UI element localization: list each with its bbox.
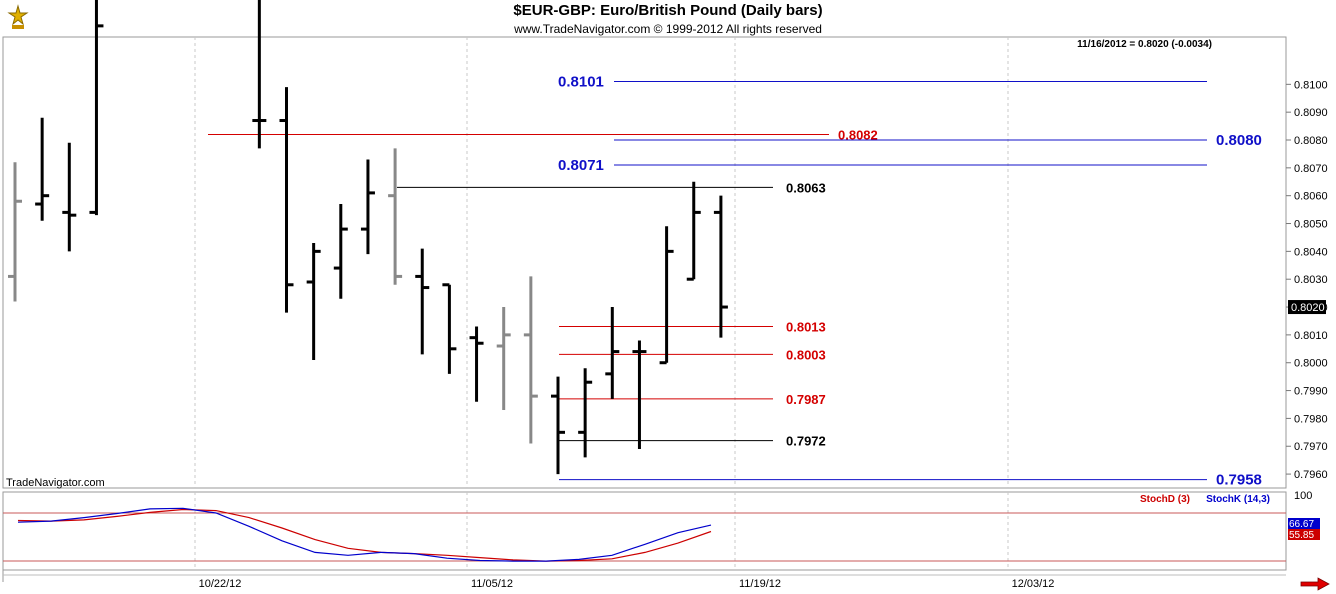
level-label: 0.7972	[786, 434, 826, 449]
ohlc-bar	[252, 0, 267, 149]
ohlc-bar	[279, 87, 294, 313]
y-tick-label: 0.8000	[1294, 358, 1328, 370]
ohlc-bar	[469, 326, 484, 402]
y-tick-label: 0.8090	[1294, 107, 1328, 119]
level-label: 0.8080	[1216, 132, 1262, 149]
last-price-marker	[1288, 300, 1326, 315]
ohlc-bar	[605, 307, 620, 399]
ohlc-bar	[523, 276, 538, 444]
ohlc-bar	[388, 148, 403, 285]
ohlc-bar	[89, 0, 104, 216]
y-tick-label: 0.7990	[1294, 386, 1328, 398]
y-tick-label: 0.8050	[1294, 219, 1328, 231]
stoch-d-line	[17, 508, 712, 562]
x-tick-label: 11/05/12	[471, 578, 513, 590]
ohlc-bar	[632, 340, 647, 450]
chart-title: $EUR-GBP: Euro/British Pound (Daily bars…	[513, 2, 823, 19]
ohlc-bar	[713, 195, 728, 338]
copyright-text: www.TradeNavigator.com © 1999-2012 All r…	[514, 22, 822, 36]
ohlc-bar	[415, 248, 430, 355]
stoch-d-value-tag	[1288, 529, 1320, 540]
x-tick-label: 11/19/12	[739, 578, 781, 590]
ohlc-bar	[360, 159, 375, 255]
x-tick-label: 10/22/12	[199, 578, 242, 590]
y-tick-label: 0.7970	[1294, 441, 1328, 453]
stoch-d-value: 55.85	[1289, 530, 1314, 541]
stochastic-pane-frame	[2, 491, 1287, 571]
y-tick-label: 0.8030	[1294, 274, 1328, 286]
last-close-info: 11/16/2012 = 0.8020 (-0.0034)	[1077, 39, 1212, 50]
level-label: 0.8082	[838, 127, 878, 142]
ohlc-bar	[306, 243, 321, 360]
ohlc-bar	[551, 376, 565, 475]
y-tick-label: 0.8070	[1294, 163, 1328, 175]
ohlc-bar	[62, 142, 77, 252]
stoch-k-value-tag	[1288, 518, 1320, 529]
stoch-k-value: 66.67	[1289, 519, 1314, 530]
x-tick-label: 12/03/12	[1012, 578, 1055, 590]
stoch-top-tick: 100	[1294, 490, 1312, 502]
y-tick-label: 0.8080	[1294, 135, 1328, 147]
stoch-d-legend: StochD (3)	[1140, 494, 1190, 505]
ohlc-bar	[333, 204, 348, 299]
level-label: 0.8063	[786, 180, 826, 195]
level-label: 0.8013	[786, 320, 826, 335]
y-tick-label: 0.8060	[1294, 191, 1328, 203]
ohlc-bar	[578, 368, 593, 458]
stoch-k-line	[17, 507, 712, 562]
level-label: 0.8101	[558, 74, 604, 91]
y-tick-label: 0.7980	[1294, 413, 1328, 425]
y-tick-label: 0.8010	[1294, 330, 1328, 342]
y-tick-label: 0.7960	[1294, 469, 1328, 481]
ohlc-bar	[8, 162, 22, 302]
y-tick-label: 0.8100	[1294, 79, 1328, 91]
level-label: 0.8071	[558, 157, 604, 174]
level-label: 0.8003	[786, 347, 826, 362]
trade-navigator-logo-icon[interactable]	[3, 3, 33, 33]
scroll-right-arrow-icon[interactable]	[1300, 577, 1330, 591]
price-pane-frame	[2, 36, 1287, 489]
level-label: 0.7987	[786, 392, 826, 407]
ohlc-bar	[659, 226, 674, 365]
watermark-text: TradeNavigator.com	[6, 477, 105, 489]
ohlc-bar	[442, 283, 457, 374]
y-tick-label: 0.8040	[1294, 246, 1328, 258]
level-label: 0.7958	[1216, 472, 1262, 489]
last-price-label: 0.8020	[1291, 302, 1325, 314]
ohlc-bar	[35, 117, 50, 221]
stoch-k-legend: StochK (14,3)	[1206, 494, 1270, 505]
ohlc-bar	[686, 181, 701, 281]
ohlc-bar	[496, 307, 511, 411]
